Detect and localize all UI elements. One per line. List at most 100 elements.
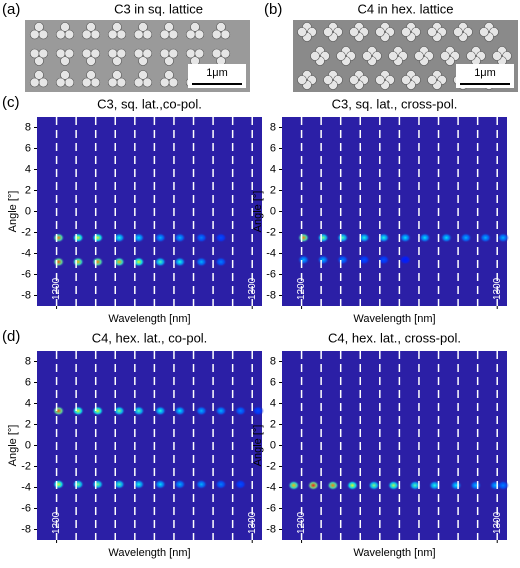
spot [450, 480, 463, 491]
y-axis-label: Angle [°] [252, 191, 264, 233]
particle [138, 70, 148, 80]
spot [91, 232, 104, 243]
spot [154, 256, 167, 267]
chart-title: C3, sq. lat., cross-pol. [332, 96, 458, 111]
plot-background [282, 117, 507, 306]
spot [52, 256, 65, 267]
y-tick-label: -2 [266, 460, 276, 472]
particle [349, 75, 359, 85]
particle [194, 48, 205, 59]
particle [466, 51, 476, 61]
spot [195, 256, 208, 267]
particle [401, 75, 411, 85]
y-tick-label: -8 [21, 289, 31, 301]
particle [479, 27, 489, 37]
particle [55, 48, 66, 59]
spot [336, 254, 349, 265]
particle [362, 51, 372, 61]
spot [214, 405, 227, 416]
particle [90, 48, 101, 59]
spot [154, 232, 167, 243]
spot [72, 232, 85, 243]
scale-bar-label: 1μm [474, 67, 496, 79]
spot [113, 405, 126, 416]
y-tick-label: 2 [270, 418, 276, 430]
particle [64, 48, 75, 59]
y-tick-label: 8 [270, 121, 276, 133]
particle [55, 77, 66, 88]
y-tick-label: -4 [21, 481, 31, 493]
spot [214, 256, 227, 267]
spot [173, 479, 186, 490]
particle [323, 75, 333, 85]
x-tick-label: 1200 [51, 277, 62, 300]
particle [220, 48, 231, 59]
spot [195, 405, 208, 416]
particle [375, 27, 385, 37]
particle [211, 48, 222, 59]
particle [185, 29, 196, 40]
spot [297, 254, 310, 265]
x-tick-label: 1300 [492, 277, 503, 300]
particle [112, 22, 122, 32]
particle [81, 77, 92, 88]
spot [113, 256, 126, 267]
particle [107, 48, 118, 59]
x-axis-label: Wavelength [nm] [108, 547, 190, 559]
plot-background [37, 351, 262, 540]
panel-label: (c) [2, 94, 20, 111]
spot [234, 479, 247, 490]
y-tick-label: 0 [270, 439, 276, 451]
y-tick-label: 2 [270, 184, 276, 196]
chart-title: C4, hex. lat., co-pol. [92, 330, 208, 345]
y-tick-label: 0 [25, 439, 31, 451]
particle [34, 70, 44, 80]
particle [427, 75, 437, 85]
spot [91, 405, 104, 416]
particle [90, 77, 101, 88]
y-tick-label: -8 [21, 523, 31, 535]
panel-label: (b) [264, 1, 282, 18]
particle [112, 70, 122, 80]
y-tick-label: -8 [266, 289, 276, 301]
panel-label: (a) [2, 1, 20, 18]
particle [211, 29, 222, 40]
spot [195, 232, 208, 243]
y-tick-label: 2 [25, 418, 31, 430]
y-tick-label: 4 [25, 397, 31, 409]
particle [297, 27, 307, 37]
y-axis-label: Angle [°] [7, 425, 19, 467]
spot [91, 479, 104, 490]
particle [190, 22, 200, 32]
particle [336, 51, 346, 61]
spot [497, 232, 510, 243]
spot [113, 232, 126, 243]
particle [220, 29, 231, 40]
spot [346, 480, 359, 491]
image-title: C4 in hex. lattice [357, 1, 453, 16]
particle [159, 77, 170, 88]
spot [113, 479, 126, 490]
y-tick-label: -6 [266, 502, 276, 514]
particle [310, 51, 320, 61]
particle [168, 29, 179, 40]
particle [38, 48, 49, 59]
particle [159, 29, 170, 40]
y-tick-label: 6 [25, 376, 31, 388]
particle [116, 29, 127, 40]
spot [214, 479, 227, 490]
chart-title: C3, sq. lat.,co-pol. [97, 96, 202, 111]
x-tick-label: 1300 [492, 511, 503, 534]
y-axis-label: Angle [°] [7, 191, 19, 233]
sem-pattern [29, 22, 231, 88]
x-axis-label: Wavelength [nm] [353, 547, 435, 559]
x-tick-label: 1300 [247, 277, 258, 300]
spot [336, 232, 349, 243]
y-tick-label: -2 [21, 226, 31, 238]
particle [138, 56, 148, 66]
spot [399, 232, 412, 243]
particle [34, 22, 44, 32]
particle [90, 29, 101, 40]
spot [377, 254, 390, 265]
